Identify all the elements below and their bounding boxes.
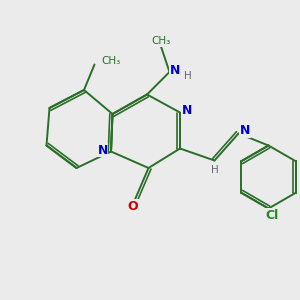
Text: H: H: [211, 165, 218, 175]
Text: CH₃: CH₃: [101, 56, 120, 66]
Text: O: O: [127, 200, 138, 213]
Text: N: N: [98, 143, 108, 157]
Text: CH₃: CH₃: [151, 36, 170, 46]
Text: N: N: [240, 124, 250, 137]
Text: Cl: Cl: [266, 208, 279, 222]
Text: N: N: [182, 103, 192, 117]
Text: H: H: [184, 70, 192, 81]
Text: N: N: [170, 64, 180, 77]
